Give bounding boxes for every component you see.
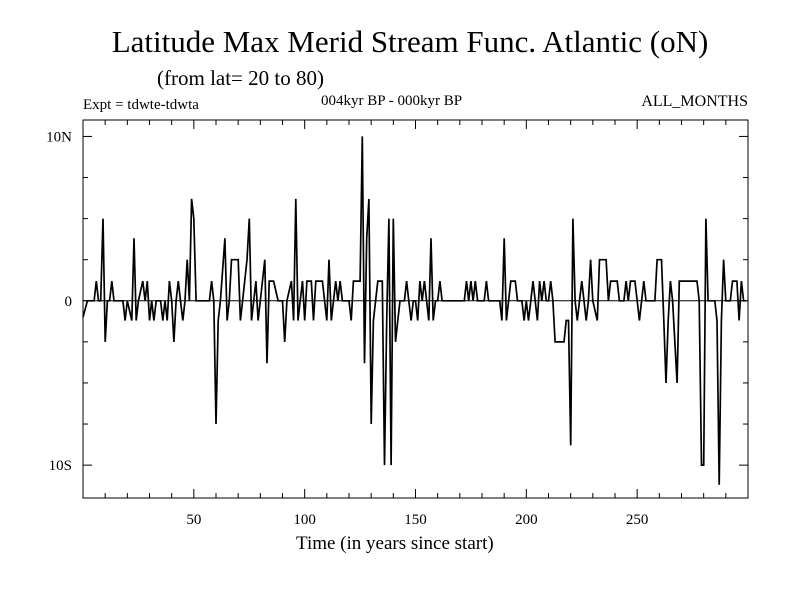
y-tick-label: 0 — [65, 294, 73, 310]
x-tick-label: 200 — [515, 512, 538, 528]
plot-frame — [82, 119, 749, 499]
series-line — [82, 136, 746, 485]
chart-title: Latitude Max Merid Stream Func. Atlantic… — [111, 24, 709, 59]
y-tick-label: 10S — [49, 458, 72, 474]
y-tick-label: 10N — [46, 129, 72, 145]
period-label: 004kyr BP - 000kyr BP — [321, 93, 463, 109]
x-tick-label: 150 — [404, 512, 427, 528]
tick-marks — [83, 120, 748, 498]
months-label: ALL_MONTHS — [641, 93, 748, 110]
x-tick-label: 100 — [293, 512, 316, 528]
chart-subtitle: (from lat= 20 to 80) — [157, 66, 324, 90]
x-axis-label: Time (in years since start) — [296, 533, 494, 554]
tick-labels: 50 100 150 200 250 10N 0 10S — [46, 129, 648, 528]
experiment-label: Expt = tdwte-tdwta — [83, 97, 199, 113]
x-tick-label: 250 — [626, 512, 649, 528]
x-tick-label: 50 — [186, 512, 201, 528]
